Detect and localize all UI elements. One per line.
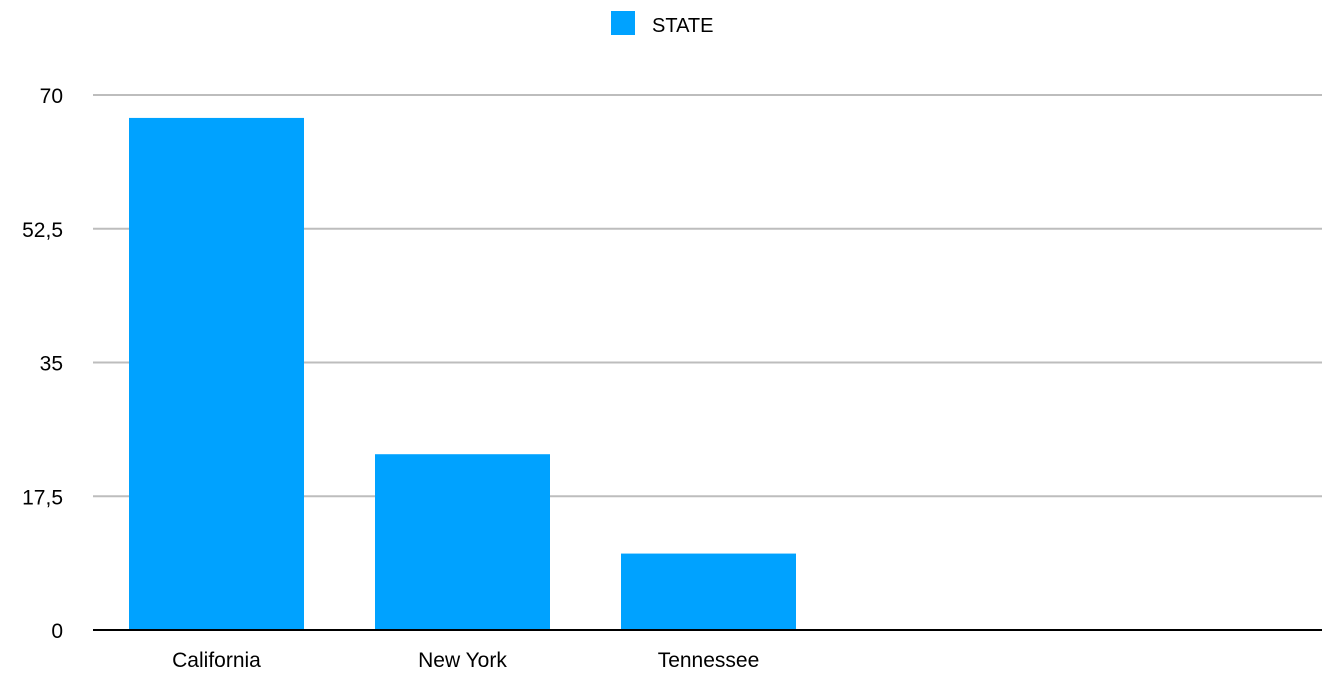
bar-california [129, 117, 304, 630]
legend: STATE [611, 11, 713, 37]
bar-new-york [375, 454, 550, 630]
bar-tennessee [621, 553, 796, 630]
legend-swatch-state [611, 11, 635, 35]
x-tick-label: California [172, 649, 261, 672]
x-tick-label: New York [418, 649, 507, 672]
y-axis-ticks: 0 17,5 35 52,5 70 [22, 85, 63, 643]
x-axis-ticks: California New York Tennessee [172, 649, 759, 672]
y-tick-label: 52,5 [22, 219, 63, 242]
y-tick-label: 35 [40, 353, 63, 376]
legend-label-state: STATE [652, 15, 713, 37]
y-tick-label: 0 [51, 620, 63, 643]
y-tick-label: 17,5 [22, 486, 63, 509]
bars [129, 117, 796, 630]
y-tick-label: 70 [40, 85, 63, 108]
x-tick-label: Tennessee [658, 649, 760, 672]
